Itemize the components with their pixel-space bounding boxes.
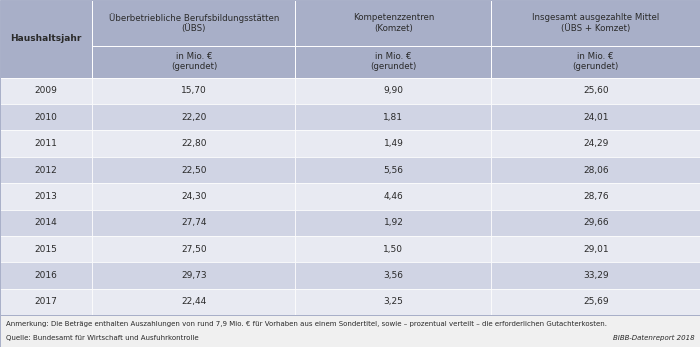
Text: 2012: 2012 [35, 166, 57, 175]
Text: Insgesamt ausgezahlte Mittel
(ÜBS + Komzet): Insgesamt ausgezahlte Mittel (ÜBS + Komz… [532, 13, 659, 33]
Text: 1,92: 1,92 [384, 218, 403, 227]
Text: 29,01: 29,01 [583, 245, 608, 254]
Bar [295, 210, 491, 236]
Bar [92, 262, 295, 289]
Text: in Mio. €
(gerundet): in Mio. € (gerundet) [171, 52, 217, 71]
Text: 22,44: 22,44 [181, 297, 206, 306]
Text: 15,70: 15,70 [181, 86, 206, 95]
Text: Quelle: Bundesamt für Wirtschaft und Ausfuhrkontrolle: Quelle: Bundesamt für Wirtschaft und Aus… [6, 335, 198, 340]
Text: 2010: 2010 [35, 113, 57, 122]
Text: 29,66: 29,66 [583, 218, 608, 227]
Bar [92, 130, 295, 157]
Bar [295, 104, 491, 130]
Bar [295, 78, 491, 104]
Bar [92, 46, 295, 78]
Bar [0, 183, 92, 210]
Text: 33,29: 33,29 [583, 271, 608, 280]
Text: 29,73: 29,73 [181, 271, 206, 280]
Bar [295, 157, 491, 183]
Text: Haushaltsjahr: Haushaltsjahr [10, 34, 82, 43]
Bar [491, 262, 700, 289]
Text: 27,74: 27,74 [181, 218, 206, 227]
Text: Anmerkung: Die Beträge enthalten Auszahlungen von rund 7,9 Mio. € für Vorhaben a: Anmerkung: Die Beträge enthalten Auszahl… [6, 321, 607, 327]
Bar [92, 157, 295, 183]
Text: Überbetriebliche Berufsbildungsstätten
(ÜBS): Überbetriebliche Berufsbildungsstätten (… [108, 13, 279, 33]
Bar [0, 289, 92, 315]
Bar [0, 130, 92, 157]
Text: 2013: 2013 [35, 192, 57, 201]
Text: 24,01: 24,01 [583, 113, 608, 122]
Bar [491, 130, 700, 157]
Bar [0, 210, 92, 236]
Text: 2015: 2015 [35, 245, 57, 254]
Text: 24,29: 24,29 [583, 139, 608, 148]
Text: 3,56: 3,56 [384, 271, 403, 280]
Text: 28,06: 28,06 [583, 166, 608, 175]
Text: 22,50: 22,50 [181, 166, 206, 175]
Text: BIBB-Datenreport 2018: BIBB-Datenreport 2018 [612, 335, 694, 341]
Text: 9,90: 9,90 [384, 86, 403, 95]
Bar [92, 210, 295, 236]
Text: 2017: 2017 [35, 297, 57, 306]
Text: 2011: 2011 [35, 139, 57, 148]
Bar [295, 236, 491, 262]
Bar [0, 262, 92, 289]
Text: 1,50: 1,50 [384, 245, 403, 254]
Bar [92, 289, 295, 315]
Text: 24,30: 24,30 [181, 192, 206, 201]
Bar [491, 0, 700, 46]
Bar [0, 315, 700, 347]
Text: 22,80: 22,80 [181, 139, 206, 148]
Bar [491, 46, 700, 78]
Bar [295, 289, 491, 315]
Text: Kompetenzzentren
(Komzet): Kompetenzzentren (Komzet) [353, 13, 434, 33]
Bar [295, 46, 491, 78]
Text: 27,50: 27,50 [181, 245, 206, 254]
Text: 1,49: 1,49 [384, 139, 403, 148]
Bar [92, 183, 295, 210]
Text: 25,69: 25,69 [583, 297, 608, 306]
Bar [491, 289, 700, 315]
Text: 5,56: 5,56 [384, 166, 403, 175]
Text: 1,81: 1,81 [384, 113, 403, 122]
Bar [92, 104, 295, 130]
Bar [491, 236, 700, 262]
Bar [491, 104, 700, 130]
Bar [92, 236, 295, 262]
Bar [491, 78, 700, 104]
Bar [491, 210, 700, 236]
Bar [0, 78, 92, 104]
Text: 2009: 2009 [35, 86, 57, 95]
Text: 22,20: 22,20 [181, 113, 206, 122]
Text: 25,60: 25,60 [583, 86, 608, 95]
Text: in Mio. €
(gerundet): in Mio. € (gerundet) [370, 52, 416, 71]
Text: in Mio. €
(gerundet): in Mio. € (gerundet) [573, 52, 619, 71]
Bar [295, 130, 491, 157]
Bar [295, 183, 491, 210]
Bar [0, 157, 92, 183]
Text: 4,46: 4,46 [384, 192, 403, 201]
Text: 2016: 2016 [35, 271, 57, 280]
Text: 3,25: 3,25 [384, 297, 403, 306]
Bar [295, 262, 491, 289]
Bar [92, 78, 295, 104]
Bar [0, 0, 92, 78]
Bar [491, 183, 700, 210]
Bar [491, 157, 700, 183]
Bar [295, 0, 491, 46]
Bar [0, 236, 92, 262]
Bar [92, 0, 295, 46]
Bar [0, 104, 92, 130]
Text: 28,76: 28,76 [583, 192, 608, 201]
Text: 2014: 2014 [35, 218, 57, 227]
